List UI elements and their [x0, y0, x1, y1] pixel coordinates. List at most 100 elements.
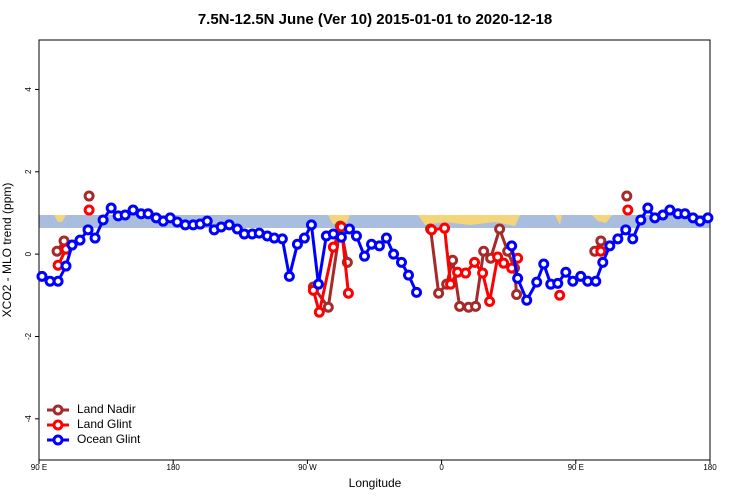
legend-label: Land Glint [77, 417, 132, 431]
data-point [478, 245, 490, 257]
data-point [395, 256, 407, 268]
plot-frame [38, 39, 711, 461]
legend-marker [52, 434, 64, 446]
x-tick-label: 180 [167, 463, 181, 472]
land-patch [555, 215, 562, 225]
data-point [620, 224, 632, 236]
data-point [511, 288, 523, 300]
data-point [305, 219, 317, 231]
data-point [627, 233, 639, 245]
data-point [83, 204, 95, 216]
data-point [291, 238, 303, 250]
data-point [341, 256, 353, 268]
data-point [506, 240, 518, 252]
legend-marker [52, 419, 64, 431]
chart-title: 7.5N-12.5N June (Ver 10) 2015-01-01 to 2… [198, 11, 552, 28]
data-point [621, 190, 633, 202]
data-point [66, 239, 78, 251]
data-point [439, 222, 451, 234]
data-point [97, 214, 109, 226]
legend-label: Land Nadir [77, 402, 136, 416]
data-point [373, 240, 385, 252]
x-tick-label: 180 [703, 463, 717, 472]
data-point [433, 287, 445, 299]
legend-marker [52, 404, 64, 416]
data-point [494, 223, 506, 235]
data-point [498, 257, 510, 269]
data-point [492, 251, 504, 263]
land-patch [328, 215, 350, 224]
data-point [521, 294, 533, 306]
data-point [89, 232, 101, 244]
data-point [635, 214, 647, 226]
y-tick-label: 4 [24, 87, 33, 92]
data-point [60, 260, 72, 272]
data-point [402, 269, 414, 281]
data-point [470, 300, 482, 312]
data-point [447, 254, 459, 266]
data-point [702, 212, 714, 224]
land-patch [592, 215, 612, 223]
data-point [575, 270, 587, 282]
data-point [445, 278, 457, 290]
data-point [477, 267, 489, 279]
data-point [411, 286, 423, 298]
land-patch [54, 215, 66, 222]
data-point [567, 275, 579, 287]
data-point [82, 224, 94, 236]
data-point [231, 223, 243, 235]
data-point [622, 204, 634, 216]
x-tick-label: 90 E [31, 463, 47, 472]
data-point [312, 278, 324, 290]
data-point [36, 270, 48, 282]
y-tick-label: -2 [24, 332, 33, 340]
data-point [538, 258, 550, 270]
data-point [359, 250, 371, 262]
y-axis-label: XCO2 - MLO trend (ppm) [0, 183, 14, 318]
data-point [679, 208, 691, 220]
legend-label: Ocean Glint [77, 432, 141, 446]
data-point [335, 231, 347, 243]
data-point [484, 295, 496, 307]
y-tick-label: -4 [24, 415, 33, 423]
data-point [201, 215, 213, 227]
data-point [343, 223, 355, 235]
data-point [327, 241, 339, 253]
data-point [531, 276, 543, 288]
data-point [512, 272, 524, 284]
x-axis-label: Longitude [349, 476, 402, 490]
data-point [223, 219, 235, 231]
data-point [283, 270, 295, 282]
data-point [552, 277, 564, 289]
data-point [469, 256, 481, 268]
y-tick-label: 0 [24, 251, 33, 256]
data-point [142, 208, 154, 220]
data-point [426, 224, 438, 236]
data-point [642, 202, 654, 214]
data-point [604, 240, 616, 252]
data-point [322, 301, 334, 313]
data-point [597, 256, 609, 268]
x-tick-label: 0 [439, 463, 444, 472]
data-point [74, 234, 86, 246]
data-point [105, 202, 117, 214]
data-point [460, 267, 472, 279]
data-point [560, 266, 572, 278]
data-point [51, 245, 63, 257]
data-point [298, 232, 310, 244]
data-point [342, 287, 354, 299]
x-tick-label: 90 E [568, 463, 584, 472]
data-point [276, 233, 288, 245]
data-point [83, 190, 95, 202]
data-point [612, 233, 624, 245]
data-point [657, 209, 669, 221]
data-point [595, 245, 607, 257]
data-point [590, 275, 602, 287]
x-tick-label: 90 W [298, 463, 317, 472]
data-point [595, 235, 607, 247]
data-point [380, 232, 392, 244]
data-point [52, 275, 64, 287]
data-point [350, 230, 362, 242]
